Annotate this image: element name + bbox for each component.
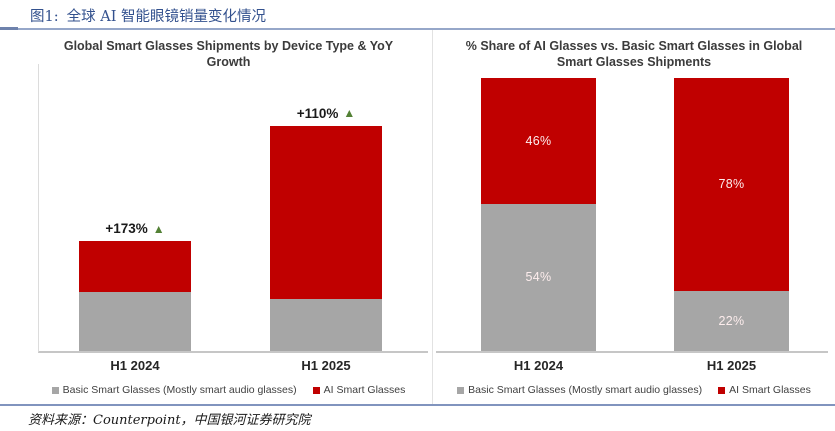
bar-segment-ai: 46% [481, 78, 596, 204]
category-label: H1 2025 [706, 358, 757, 373]
legend-label: AI Smart Glasses [729, 384, 811, 396]
segment-value-label: 78% [718, 177, 745, 192]
figure-title: 全球 AI 智能眼镜销量变化情况 [66, 9, 267, 25]
bar-segment-basic: 54% [481, 203, 596, 351]
figure-label: 图1: [30, 9, 59, 25]
growth-annotation: +110% ▲ [297, 106, 356, 121]
bar-segment-ai: 78% [674, 78, 789, 291]
legend: Basic Smart Glasses (Mostly smart audio … [433, 384, 835, 396]
bar-segment-ai [79, 241, 191, 292]
category-label: H1 2025 [301, 358, 351, 373]
segment-value-label: 46% [525, 133, 552, 148]
legend: Basic Smart Glasses (Mostly smart audio … [25, 384, 432, 396]
footer-rule [0, 404, 835, 406]
legend-label: AI Smart Glasses [323, 384, 406, 396]
legend-label: Basic Smart Glasses (Mostly smart audio … [62, 384, 297, 396]
category-label: H1 2024 [110, 358, 160, 373]
header-rule [18, 28, 835, 30]
ai-swatch-icon [718, 386, 726, 394]
chart-title: % Share of AI Glasses vs. Basic Smart Gl… [465, 39, 803, 70]
legend-item-basic: Basic Smart Glasses (Mostly smart audio … [51, 384, 297, 396]
chart-title: Global Smart Glasses Shipments by Device… [63, 39, 394, 70]
category-label: H1 2024 [513, 358, 564, 373]
basic-swatch-icon [51, 386, 59, 394]
growth-value: +110% [296, 105, 339, 121]
bar-segment-basic [79, 291, 191, 351]
growth-annotation: +173% ▲ [105, 221, 164, 236]
figure-header: 图1: 全球 AI 智能眼镜销量变化情况 [30, 5, 266, 26]
legend-item-ai: AI Smart Glasses [312, 384, 406, 396]
header-rule-dash [0, 27, 18, 30]
bar-group-h1-2025: +110% ▲ [270, 106, 382, 351]
bar-segment-basic [270, 299, 382, 351]
bar-group-h1-2024: 46% 54% [481, 78, 596, 351]
bar-segment-ai [270, 125, 382, 300]
bar-segment-basic: 22% [674, 290, 789, 351]
segment-value-label: 54% [525, 270, 552, 285]
bar-group-h1-2025: 78% 22% [674, 78, 789, 351]
legend-label: Basic Smart Glasses (Mostly smart audio … [468, 384, 703, 396]
up-triangle-icon: ▲ [152, 221, 165, 236]
plot-area: 46% 54% 78% 22% H1 2024 H1 2025 [436, 64, 828, 373]
source-note: 资料来源：Counterpoint，中国银河证券研究院 [28, 413, 311, 428]
segment-value-label: 22% [718, 313, 745, 328]
legend-item-ai: AI Smart Glasses [718, 384, 811, 396]
plot-area: +173% ▲ +110% ▲ H1 2024 H1 2025 [38, 64, 428, 373]
chart-panel-share: % Share of AI Glasses vs. Basic Smart Gl… [432, 30, 835, 405]
bar-group-h1-2024: +173% ▲ [79, 221, 191, 351]
ai-swatch-icon [312, 386, 320, 394]
chart-panel-shipments: Global Smart Glasses Shipments by Device… [25, 30, 432, 405]
basic-swatch-icon [457, 386, 465, 394]
growth-value: +173% [105, 221, 148, 237]
legend-item-basic: Basic Smart Glasses (Mostly smart audio … [457, 384, 702, 396]
up-triangle-icon: ▲ [343, 106, 356, 121]
